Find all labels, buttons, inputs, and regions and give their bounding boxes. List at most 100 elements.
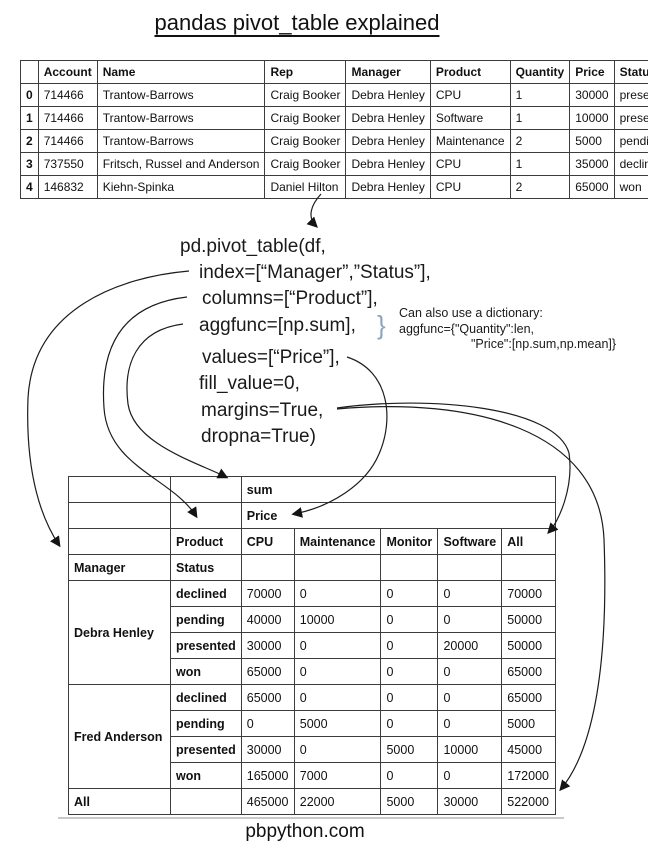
cell: 7000: [293, 762, 382, 789]
cell: 70000: [501, 580, 557, 607]
cell: 0: [240, 710, 295, 737]
cell: 0: [293, 632, 382, 659]
cell: 0: [437, 606, 503, 633]
cell: 50000: [501, 632, 557, 659]
status-label: pending: [170, 606, 242, 633]
footer-site-label: pbpython.com: [245, 821, 365, 842]
cell: 0: [293, 658, 382, 685]
column-header-manager: Manager: [345, 60, 431, 84]
all-totals-row: All 465000 22000 5000 30000 522000: [68, 788, 557, 815]
cell: Debra Henley: [345, 83, 431, 107]
cell: 70000: [240, 580, 295, 607]
row-index: 1: [20, 106, 39, 130]
cell: declined: [613, 152, 648, 176]
cell: 146832: [37, 175, 98, 199]
cell: CPU: [429, 152, 511, 176]
column-header-quantity: Quantity: [509, 60, 571, 84]
cell: 0: [293, 684, 382, 711]
cell: Craig Booker: [264, 152, 347, 176]
cell: 65000: [501, 658, 557, 685]
cell: Debra Henley: [345, 129, 431, 153]
cell: 1: [509, 106, 571, 130]
column-header-rep: Rep: [264, 60, 347, 84]
column-header-software: Software: [437, 528, 503, 555]
dictionary-note: Can also use a dictionary: aggfunc={"Qua…: [399, 306, 616, 353]
df-header-row: Account Name Rep Manager Product Quantit…: [20, 60, 648, 84]
cell: 5000: [380, 736, 439, 763]
cell: Debra Henley: [345, 175, 431, 199]
code-line-margins-arg: margins=True,: [201, 400, 324, 421]
cell: 0: [380, 684, 439, 711]
cell: 30000: [240, 736, 295, 763]
note-line: "Price":[np.sum,np.mean]}: [471, 337, 617, 351]
cell: 1: [509, 152, 571, 176]
page-title: pandas pivot_table explained: [0, 10, 594, 36]
cell: 20000: [437, 632, 503, 659]
cell: 2: [509, 129, 571, 153]
note-line: Can also use a dictionary:: [399, 306, 543, 320]
cell: CPU: [429, 175, 511, 199]
cell: Kiehn-Spinka: [96, 175, 266, 199]
code-line-dropna-arg: dropna=True): [201, 426, 316, 447]
status-axis-cell: Status: [170, 554, 242, 581]
column-header-name: Name: [96, 60, 266, 84]
cell: 0: [380, 658, 439, 685]
code-line-aggfunc-arg: aggfunc=[np.sum],: [199, 315, 356, 336]
divider: [58, 817, 564, 819]
cell: [501, 554, 557, 581]
cell: 65000: [240, 684, 295, 711]
page-title-text: pandas pivot_table explained: [154, 10, 440, 35]
cell: 714466: [37, 83, 98, 107]
cell: Debra Henley: [345, 106, 431, 130]
cell: 10000: [437, 736, 503, 763]
cell: Craig Booker: [264, 129, 347, 153]
cell: 0: [380, 632, 439, 659]
table-row: 0 714466 Trantow-Barrows Craig Booker De…: [20, 83, 648, 107]
cell: CPU: [429, 83, 511, 107]
cell: Trantow-Barrows: [96, 83, 266, 107]
cell: Daniel Hilton: [264, 175, 347, 199]
cell: 0: [437, 658, 503, 685]
status-label: won: [170, 762, 242, 789]
pivot-result-table: sum Price Product CPU Maintenance Monito…: [68, 476, 557, 815]
cell: Software: [429, 106, 511, 130]
cell: [170, 502, 242, 529]
source-dataframe-table: Account Name Rep Manager Product Quantit…: [20, 60, 648, 199]
cell: 714466: [37, 129, 98, 153]
status-label: pending: [170, 710, 242, 737]
cell: Trantow-Barrows: [96, 106, 266, 130]
code-line-values-arg: values=[“Price”],: [202, 347, 340, 368]
value-label-cell: Price: [240, 502, 557, 529]
table-row: 2 714466 Trantow-Barrows Craig Booker De…: [20, 129, 648, 153]
cell: 0: [293, 580, 382, 607]
cell: 65000: [240, 658, 295, 685]
cell: 737550: [37, 152, 98, 176]
cell: won: [613, 175, 648, 199]
cell: 22000: [293, 788, 382, 815]
cell: Craig Booker: [264, 106, 347, 130]
column-header-monitor: Monitor: [380, 528, 439, 555]
table-row: 1 714466 Trantow-Barrows Craig Booker De…: [20, 106, 648, 130]
status-label: presented: [170, 736, 242, 763]
row-index: 2: [20, 129, 39, 153]
cell: Debra Henley: [345, 152, 431, 176]
row-index: 0: [20, 83, 39, 107]
column-header-account: Account: [37, 60, 98, 84]
manager-group-label: Debra Henley: [68, 580, 171, 685]
table-row: 4 146832 Kiehn-Spinka Daniel Hilton Debr…: [20, 175, 648, 199]
cell: 35000: [569, 152, 615, 176]
column-header: [20, 60, 39, 84]
cell: 50000: [501, 606, 557, 633]
manager-axis-cell: Manager: [68, 554, 171, 581]
cell: Fritsch, Russel and Anderson: [96, 152, 266, 176]
cell: 0: [437, 580, 503, 607]
cell: 465000: [240, 788, 295, 815]
manager-group-label: Fred Anderson: [68, 684, 171, 789]
cell: [437, 554, 503, 581]
row-index: 3: [20, 152, 39, 176]
column-header-status: Status: [613, 60, 648, 84]
cell: [380, 554, 439, 581]
cell: [170, 476, 242, 503]
cell: 45000: [501, 736, 557, 763]
